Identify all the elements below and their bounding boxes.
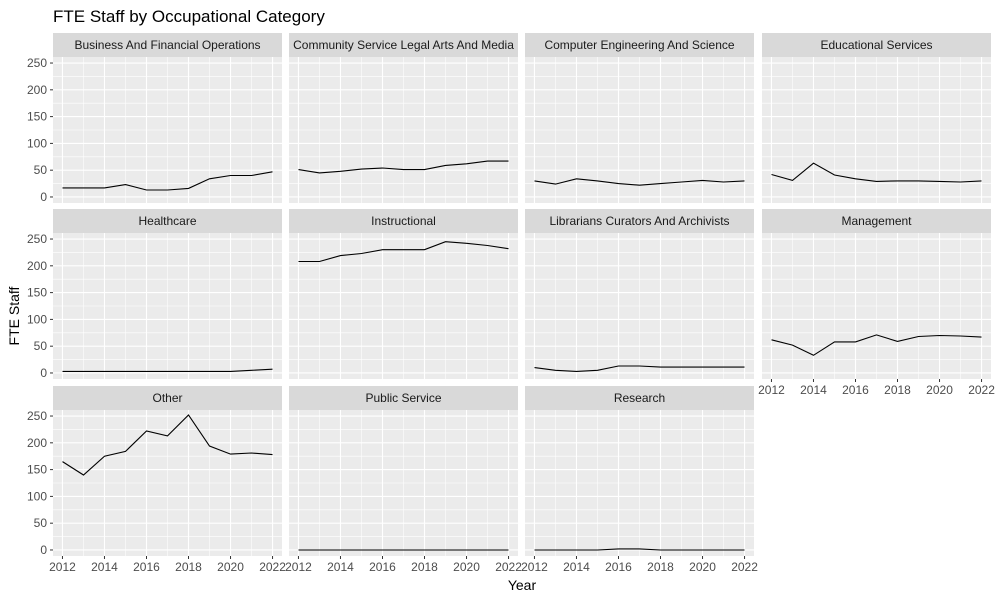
y-tick-label: 0 bbox=[40, 366, 47, 380]
facet-strip bbox=[762, 33, 991, 57]
facet-label: Instructional bbox=[371, 214, 436, 228]
series-line bbox=[771, 334, 982, 356]
facet-label: Librarians Curators And Archivists bbox=[549, 214, 729, 228]
facet-strip bbox=[289, 33, 518, 57]
x-tick-label: 2020 bbox=[217, 560, 244, 574]
series-line bbox=[534, 548, 745, 551]
x-tick-label: 2016 bbox=[369, 560, 396, 574]
series-line bbox=[534, 365, 745, 372]
y-tick-label: 250 bbox=[27, 56, 47, 70]
x-tick-label: 2020 bbox=[926, 383, 953, 397]
x-tick-label: 2018 bbox=[884, 383, 911, 397]
x-tick-label: 2012 bbox=[521, 560, 548, 574]
x-tick-label: 2018 bbox=[411, 560, 438, 574]
series-line bbox=[62, 414, 273, 476]
x-tick-label: 2014 bbox=[91, 560, 118, 574]
y-tick-label: 200 bbox=[27, 259, 47, 273]
x-tick-label: 2018 bbox=[647, 560, 674, 574]
facet-strip bbox=[525, 209, 754, 233]
series-line bbox=[298, 241, 509, 263]
y-tick-label: 100 bbox=[27, 489, 47, 503]
series-line bbox=[771, 162, 982, 183]
y-tick-label: 200 bbox=[27, 436, 47, 450]
y-tick-label: 50 bbox=[34, 163, 48, 177]
facet-strip bbox=[53, 33, 282, 57]
x-tick-label: 2022 bbox=[495, 560, 522, 574]
facet-strip bbox=[53, 209, 282, 233]
x-tick-label: 2020 bbox=[689, 560, 716, 574]
facet-label: Healthcare bbox=[138, 214, 196, 228]
y-tick-label: 250 bbox=[27, 409, 47, 423]
series-line bbox=[298, 160, 509, 174]
y-axis-title: FTE Staff bbox=[6, 286, 22, 345]
facet-label: Educational Services bbox=[820, 38, 932, 52]
y-tick-label: 150 bbox=[27, 110, 47, 124]
facet-panel: Instructional bbox=[289, 209, 518, 379]
facet-panel: Public Service 2012 2014 2016 2018 2020 2022 bbox=[285, 386, 522, 574]
x-tick-label: 2014 bbox=[327, 560, 354, 574]
x-tick-label: 2014 bbox=[800, 383, 827, 397]
x-tick-label: 2022 bbox=[731, 560, 758, 574]
series-line bbox=[62, 171, 273, 191]
series-line bbox=[62, 368, 273, 372]
facet-panel: Healthcare 0 50 100 150 200 250 bbox=[27, 209, 282, 380]
x-tick-label: 2012 bbox=[285, 560, 312, 574]
x-tick-label: 2014 bbox=[563, 560, 590, 574]
facet-label: Research bbox=[614, 391, 665, 405]
x-tick-label: 2022 bbox=[259, 560, 286, 574]
facet-label: Public Service bbox=[365, 391, 441, 405]
facet-strip bbox=[289, 386, 518, 410]
y-tick-label: 200 bbox=[27, 83, 47, 97]
x-tick-label: 2016 bbox=[605, 560, 632, 574]
x-tick-label: 2018 bbox=[175, 560, 202, 574]
facet-panels: Business And Financial Operations 0 50 100 1… bbox=[27, 33, 995, 574]
facet-label: Business And Financial Operations bbox=[74, 38, 260, 52]
x-tick-label: 2022 bbox=[968, 383, 995, 397]
y-tick-label: 0 bbox=[40, 543, 47, 557]
y-tick-label: 250 bbox=[27, 232, 47, 246]
facet-panel: Other 0 50 100 150 200 250 2012 2014 2016 2018 2020… bbox=[27, 386, 286, 574]
facet-label: Computer Engineering And Science bbox=[544, 38, 734, 52]
y-tick-label: 150 bbox=[27, 463, 47, 477]
facet-label: Other bbox=[152, 391, 182, 405]
facet-panel: Librarians Curators And Archivists bbox=[525, 209, 754, 379]
y-tick-label: 100 bbox=[27, 136, 47, 150]
chart-title: FTE Staff by Occupational Category bbox=[53, 7, 325, 26]
facet-strip bbox=[525, 386, 754, 410]
facet-strip bbox=[289, 209, 518, 233]
y-tick-label: 100 bbox=[27, 312, 47, 326]
x-axis-title: Year bbox=[508, 577, 537, 593]
x-tick-label: 2012 bbox=[49, 560, 76, 574]
facet-panel: Management 2012 2014 2016 2018 2020 2022 bbox=[758, 209, 995, 397]
facet-strip bbox=[762, 209, 991, 233]
y-tick-label: 0 bbox=[40, 190, 47, 204]
y-tick-label: 50 bbox=[34, 339, 48, 353]
facet-panel: Research 2012 2014 2016 2018 2020 2022 bbox=[521, 386, 758, 574]
facet-strip bbox=[53, 386, 282, 410]
facet-label: Community Service Legal Arts And Media bbox=[293, 38, 514, 52]
facet-strip bbox=[525, 33, 754, 57]
y-tick-label: 150 bbox=[27, 286, 47, 300]
facet-panel: Community Service Legal Arts And Media bbox=[289, 33, 518, 203]
facet-panel: Educational Services bbox=[762, 33, 991, 203]
facet-panel: Computer Engineering And Science bbox=[525, 33, 754, 203]
x-tick-label: 2012 bbox=[758, 383, 785, 397]
facet-label: Management bbox=[841, 214, 912, 228]
x-tick-label: 2020 bbox=[453, 560, 480, 574]
y-tick-label: 50 bbox=[34, 516, 48, 530]
facet-panel: Business And Financial Operations 0 50 100 1… bbox=[27, 33, 282, 204]
x-tick-label: 2016 bbox=[133, 560, 160, 574]
x-tick-label: 2016 bbox=[842, 383, 869, 397]
series-line bbox=[534, 178, 745, 186]
